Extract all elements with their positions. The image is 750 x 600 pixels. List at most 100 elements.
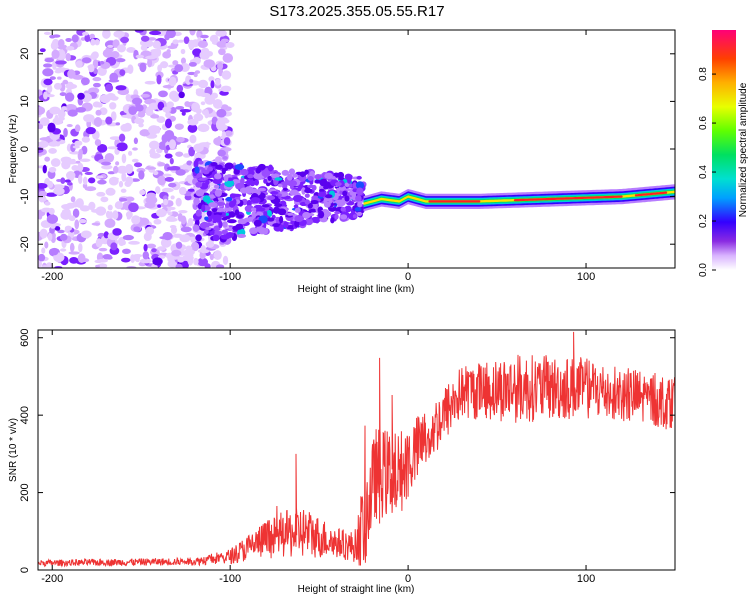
noise-blob (100, 196, 109, 203)
noise-blob (59, 233, 68, 241)
noise-blob (100, 161, 112, 166)
colorbar-tick-label: 0.6 (698, 116, 709, 130)
noise-blob (62, 208, 71, 217)
noise-blob (187, 124, 198, 133)
noise-blob (68, 215, 76, 222)
cloud-blob (213, 184, 220, 189)
noise-blob (48, 147, 57, 154)
noise-blob (107, 204, 113, 211)
cloud-blob (356, 175, 362, 180)
noise-blob (190, 241, 200, 252)
noise-blob (224, 130, 233, 137)
colorbar-tick-label: 0.0 (698, 263, 709, 277)
cloud-blob (314, 179, 321, 184)
cloud-blob (308, 208, 318, 213)
noise-blob (118, 133, 126, 142)
noise-blob (120, 36, 130, 44)
noise-blob (175, 151, 184, 157)
cloud-blob (258, 163, 266, 171)
chart-title: S173.2025.355.05.55.R17 (269, 3, 444, 20)
noise-blob (69, 242, 75, 253)
noise-blob (47, 180, 54, 189)
noise-blob (49, 34, 56, 39)
cloud-blob (261, 169, 271, 178)
noise-blob (75, 60, 83, 68)
cloud-blob (204, 228, 209, 235)
noise-blob (165, 30, 176, 39)
cloud-blob (302, 211, 311, 219)
noise-blob (122, 234, 135, 241)
noise-blob (38, 190, 48, 197)
cloud-blob (334, 211, 341, 215)
noise-blob (220, 85, 232, 93)
noise-blob (197, 40, 209, 49)
cloud-blob (311, 184, 317, 191)
noise-blob (156, 74, 162, 85)
cloud-blob (318, 188, 325, 193)
noise-blob (134, 30, 144, 33)
cloud-blob (279, 215, 284, 224)
cloud-blob (234, 164, 245, 170)
noise-blob (158, 90, 168, 98)
noise-blob (204, 108, 210, 119)
noise-blob (68, 171, 75, 182)
noise-blob (47, 84, 53, 94)
cloud-blob (274, 203, 283, 208)
noise-blob (46, 214, 59, 224)
noise-blob (60, 177, 66, 184)
noise-blob (121, 153, 127, 164)
cloud-blob (282, 187, 289, 191)
noise-blob (131, 158, 139, 163)
noise-blob (162, 106, 171, 113)
noise-blob (221, 70, 232, 80)
cloud-blob (232, 198, 237, 206)
cloud-blob (273, 206, 280, 214)
x-tick-label: 100 (577, 573, 595, 585)
noise-blob (155, 186, 161, 194)
noise-blob (92, 77, 102, 82)
noise-blob (164, 129, 175, 140)
noise-blob (39, 48, 46, 53)
noise-blob (168, 206, 176, 211)
noise-blob (42, 68, 54, 77)
noise-blob (66, 81, 75, 90)
noise-blob (187, 255, 194, 266)
noise-blob (128, 150, 133, 156)
cloud-blob (206, 210, 212, 217)
cloud-blob (247, 174, 254, 179)
noise-blob (105, 187, 116, 196)
noise-blob (178, 186, 187, 196)
noise-blob (175, 263, 183, 268)
noise-blob (138, 170, 145, 180)
cloud-blob (270, 173, 280, 179)
cloud-blob (355, 195, 362, 202)
noise-blob (170, 195, 175, 200)
cloud-blob (212, 214, 222, 223)
noise-blob (77, 174, 83, 184)
noise-blob (216, 264, 225, 268)
noise-blob (215, 30, 227, 37)
noise-blob (144, 166, 157, 170)
cloud-blob (218, 220, 223, 229)
noise-blob (107, 44, 114, 48)
cloud-blob (355, 181, 365, 190)
noise-blob (126, 265, 137, 268)
noise-blob (39, 228, 48, 239)
noise-blob (88, 87, 100, 94)
cloud-blob (240, 177, 245, 186)
cloud-blob (223, 174, 229, 182)
noise-blob (90, 208, 103, 213)
noise-blob (135, 104, 144, 112)
x-tick-label: 100 (577, 271, 595, 283)
noise-blob (200, 47, 209, 55)
noise-blob (62, 79, 69, 85)
cloud-blob (235, 223, 244, 230)
cloud-blob (205, 179, 210, 185)
cloud-blob (317, 191, 327, 198)
noise-blob (57, 109, 66, 119)
colorbar-label: Normalized spectral amplitude (738, 82, 749, 217)
noise-blob (90, 38, 96, 46)
cloud-blob (274, 177, 283, 181)
noise-blob (135, 54, 145, 59)
